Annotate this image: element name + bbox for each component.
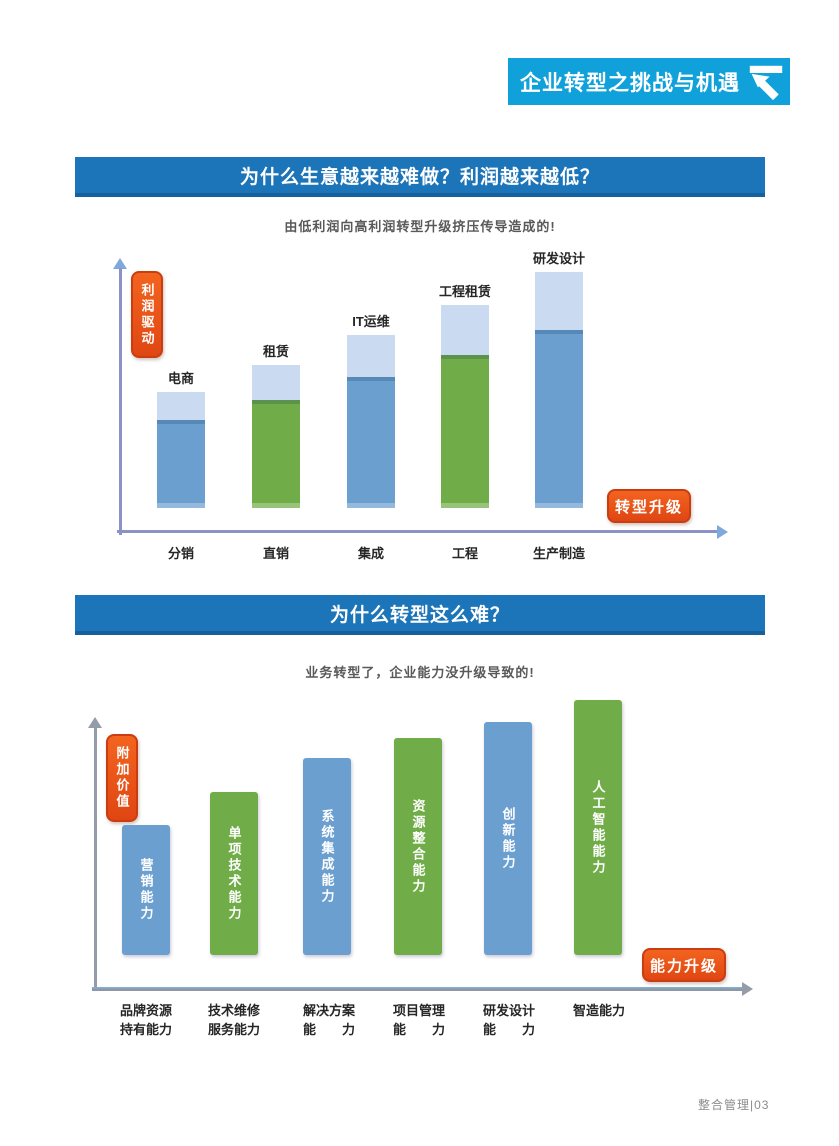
chart1-bar-3: IT运维 — [347, 311, 395, 508]
chart1-bar-2-top-label: 租赁 — [262, 344, 289, 359]
chart2-x-axis-arrow — [742, 982, 753, 996]
chart2-category-3: 解决方案 能 力 — [281, 1001, 377, 1039]
chart1-bar-4-body-segment — [441, 355, 489, 508]
chart2-category-1-line1: 品牌资源 — [119, 1003, 172, 1018]
chart1-bar-2: 租赁 — [252, 341, 300, 508]
chart2-bar-2: 单项技术能力 — [210, 792, 258, 955]
chart1-bar-4: 工程租赁 — [439, 281, 492, 508]
chart1-bar-3-body-segment — [347, 377, 395, 508]
section1-subtitle: 由低利润向高利润转型升级挤压传导造成的! — [284, 219, 556, 234]
chart2-category-4: 项目管理 能 力 — [371, 1001, 467, 1039]
chart2-bar-3-label: 系统集成能力 — [319, 808, 335, 905]
chart1-x-axis — [117, 530, 717, 533]
chart2-x-axis-label: 能力升级 — [649, 957, 718, 975]
chart1-bar-3-cap-segment — [347, 335, 395, 377]
chart2-category-3-line2: 能 力 — [302, 1022, 355, 1037]
section2-banner: 为什么转型这么难？ — [75, 595, 765, 635]
chart1-bar-2-cap-segment — [252, 365, 300, 400]
chart2-bar-4-label: 资源整合能力 — [410, 798, 426, 895]
chart1-bar-1-top-label: 电商 — [167, 371, 194, 386]
section2-banner-text: 为什么转型这么难？ — [329, 604, 510, 626]
chart2-category-3-line1: 解决方案 — [302, 1003, 355, 1018]
page-footer: 整合管理|03 — [698, 1098, 770, 1112]
chart2-bar-3: 系统集成能力 — [303, 758, 351, 955]
chart2-bar-1: 营销能力 — [122, 825, 170, 955]
chart2-bar-4: 资源整合能力 — [394, 738, 442, 955]
chart2-category-4-line1: 项目管理 — [392, 1003, 445, 1018]
chart2-x-axis — [92, 987, 742, 991]
chart2-category-2-line2: 服务能力 — [207, 1022, 260, 1037]
chart1-x-axis-arrow — [717, 525, 728, 539]
chart1-category-1: 分销 — [167, 546, 194, 561]
chart2-y-axis-badge: 附加价值 — [106, 734, 138, 822]
chart2-category-6: 智造能力 — [551, 1001, 647, 1020]
chart2-category-1: 品牌资源 持有能力 — [98, 1001, 194, 1039]
chart1-bar-4-cap-segment — [441, 305, 489, 355]
chart2-category-5-line2: 能 力 — [482, 1022, 535, 1037]
chart1-bar-5-cap-segment — [535, 272, 583, 330]
chart1-x-axis-badge: 转型升级 — [607, 489, 691, 523]
chart1-bar-1: 电商 — [157, 368, 205, 508]
chart2-bar-5: 创新能力 — [484, 722, 532, 955]
arrow-up-left-icon — [749, 65, 783, 100]
chart1-bar-5: 研发设计 — [533, 248, 586, 508]
chart1-category-2: 直销 — [262, 546, 289, 561]
chart1-bar-4-top-label: 工程租赁 — [439, 284, 492, 299]
chart1-bar-5-top-label: 研发设计 — [533, 251, 586, 266]
chart2-bar-6-label: 人工智能能力 — [590, 779, 606, 876]
page-header-banner: 企业转型之挑战与机遇 — [508, 58, 790, 105]
chart2-category-6-line1: 智造能力 — [572, 1003, 625, 1018]
section2-subtitle: 业务转型了，企业能力没升级导致的! — [305, 665, 535, 680]
chart1-category-5: 生产制造 — [532, 546, 585, 561]
chart1-y-axis-label: 利润驱动 — [139, 282, 155, 347]
chart1-category-4: 工程 — [451, 546, 478, 561]
chart2-bar-5-label: 创新能力 — [500, 806, 516, 871]
chart2-x-axis-badge: 能力升级 — [642, 948, 726, 982]
chart1-category-3: 集成 — [357, 546, 384, 561]
chart1-bar-2-body-segment — [252, 400, 300, 508]
chart2-category-2: 技术维修 服务能力 — [186, 1001, 282, 1039]
chart2-bar-2-label: 单项技术能力 — [226, 825, 242, 922]
chart2-category-2-line1: 技术维修 — [207, 1003, 260, 1018]
chart1-bar-5-body-segment — [535, 330, 583, 508]
chart2-category-5-line1: 研发设计 — [482, 1003, 535, 1018]
chart1-y-axis-arrow — [113, 258, 127, 269]
chart1-bar-3-top-label: IT运维 — [352, 314, 390, 329]
chart2-category-1-line2: 持有能力 — [119, 1022, 172, 1037]
chart1-bar-1-body-segment — [157, 420, 205, 508]
page-header-title: 企业转型之挑战与机遇 — [520, 71, 740, 95]
chart2-y-axis-label: 附加价值 — [114, 746, 130, 810]
chart2-y-axis-arrow — [88, 717, 102, 728]
chart2-bar-1-label: 营销能力 — [138, 858, 154, 922]
chart1-y-axis-badge: 利润驱动 — [131, 271, 163, 358]
chart2-category-4-line2: 能 力 — [392, 1022, 445, 1037]
section1-banner-text: 为什么生意越来越难做？利润越来越低？ — [239, 166, 600, 188]
chart2-category-5: 研发设计 能 力 — [461, 1001, 557, 1039]
chart2-y-axis — [94, 727, 97, 990]
chart2-bar-6: 人工智能能力 — [574, 700, 622, 955]
chart1-y-axis — [119, 268, 122, 535]
section1-banner: 为什么生意越来越难做？利润越来越低？ — [75, 157, 765, 197]
chart1-bar-1-cap-segment — [157, 392, 205, 420]
chart1-x-axis-label: 转型升级 — [614, 498, 683, 516]
